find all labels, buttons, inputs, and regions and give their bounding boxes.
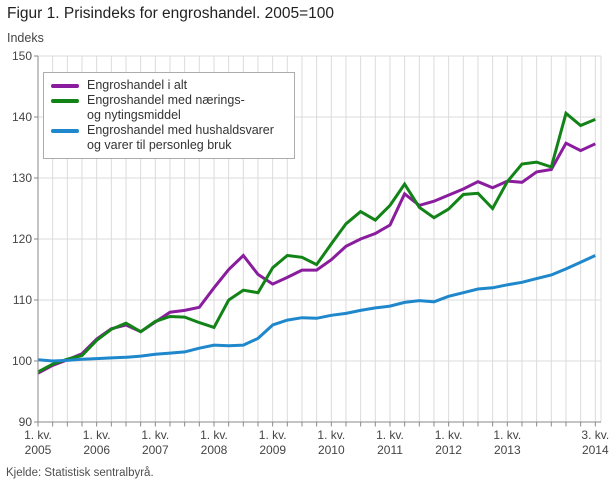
x-tick-label-quarter: 1. kv. <box>141 428 169 442</box>
y-tick-label: 90 <box>19 415 33 429</box>
legend-swatch-blue-line <box>51 129 79 133</box>
series-line-engroshandel-med-n-rings-og-nytingsmiddel <box>37 110 596 374</box>
chart-title: Figur 1. Prisindeks for engroshandel. 20… <box>7 5 334 22</box>
x-tick-label-year: 2005 <box>25 443 52 457</box>
x-tick-label-year: 2006 <box>83 443 110 457</box>
y-tick-label: 120 <box>12 232 32 246</box>
series-line-engroshandel-med-hushaldsvarer-og-varer-til-personleg-bruk <box>37 254 596 363</box>
legend-item-naerings-og-nytingsmiddel: Engroshandel med nærings- og nytingsmidd… <box>51 93 286 123</box>
x-tick-label-quarter: 1. kv. <box>200 428 228 442</box>
x-tick-label-quarter: 1. kv. <box>493 428 521 442</box>
x-tick-label-year: 2013 <box>494 443 521 457</box>
x-tick-label-year: 2012 <box>435 443 462 457</box>
chart-legend: Engroshandel i alt Engroshandel med næri… <box>43 72 295 159</box>
legend-swatch-purple-line <box>51 84 79 88</box>
x-tick-label-quarter: 1. kv. <box>83 428 111 442</box>
x-tick-label-quarter: 1. kv. <box>24 428 52 442</box>
legend-label: Engroshandel med nærings- <box>87 93 245 107</box>
y-tick-label: 100 <box>12 354 32 368</box>
legend-swatch-green-line <box>51 99 79 103</box>
x-tick-label-year: 2009 <box>259 443 286 457</box>
y-tick-label: 150 <box>12 49 32 63</box>
x-tick-label-year: 2008 <box>201 443 228 457</box>
y-axis-label: Indeks <box>7 31 44 45</box>
y-tick-label: 110 <box>13 293 32 307</box>
source-note: Kjelde: Statistisk sentralbyrå. <box>6 467 154 479</box>
x-tick-label-year: 2011 <box>377 443 403 457</box>
x-tick-label-quarter: 1. kv. <box>317 428 345 442</box>
x-tick-label-quarter: 1. kv. <box>376 428 404 442</box>
y-tick-label: 130 <box>12 171 32 185</box>
x-tick-label-quarter: 1. kv. <box>435 428 463 442</box>
legend-item-engroshandel-i-alt: Engroshandel i alt <box>51 78 286 93</box>
legend-item-hushaldsvarer: Engroshandel med hushaldsvarer og varer … <box>51 123 286 153</box>
x-tick-label-quarter: 1. kv. <box>259 428 287 442</box>
x-tick-label-year: 2014 <box>582 443 609 457</box>
legend-label: Engroshandel med hushaldsvarer <box>87 123 274 137</box>
x-tick-label-quarter: 3. kv. <box>581 428 609 442</box>
legend-label-line2: og varer til personleg bruk <box>87 138 232 152</box>
legend-label-line2: og nytingsmiddel <box>87 108 181 122</box>
legend-label: Engroshandel i alt <box>87 78 188 92</box>
x-tick-label-year: 2007 <box>142 443 169 457</box>
y-tick-label: 140 <box>12 110 32 124</box>
x-tick-label-year: 2010 <box>318 443 345 457</box>
